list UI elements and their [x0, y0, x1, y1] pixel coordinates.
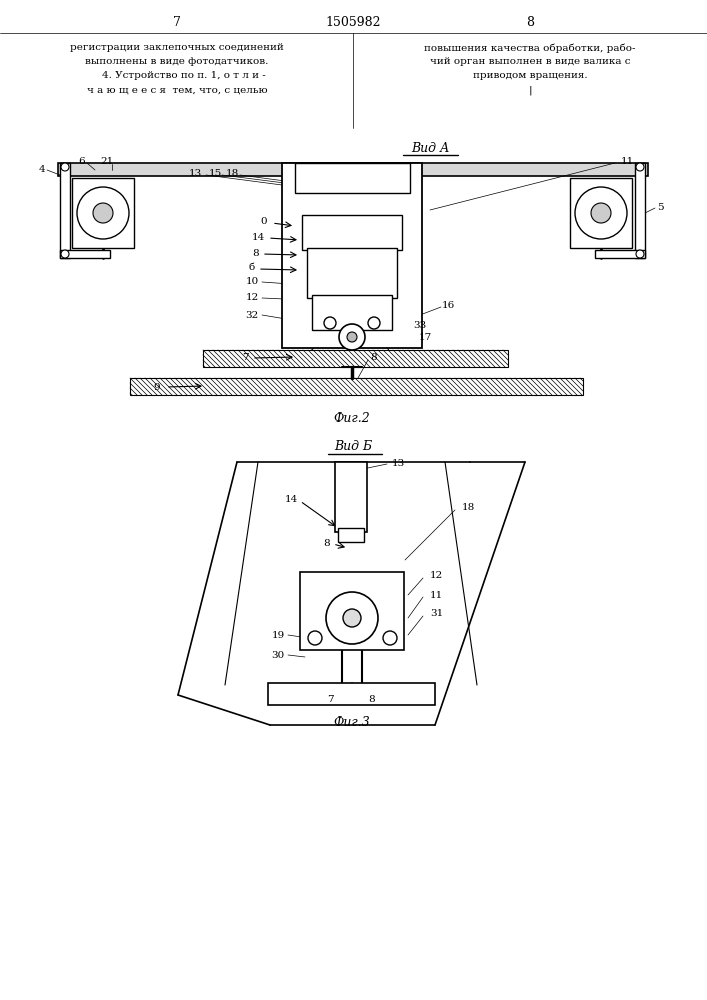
Text: 8: 8 — [252, 248, 259, 257]
Circle shape — [324, 317, 336, 329]
Bar — [570, 178, 632, 248]
Bar — [635, 163, 645, 258]
Circle shape — [636, 250, 644, 258]
Text: 12: 12 — [245, 294, 259, 302]
Text: 4. Устройство по п. 1, о т л и -: 4. Устройство по п. 1, о т л и - — [88, 72, 265, 81]
Circle shape — [368, 317, 380, 329]
Text: 13: 13 — [188, 169, 201, 178]
Text: 19: 19 — [271, 631, 285, 640]
Text: 1505982: 1505982 — [325, 15, 381, 28]
Text: регистрации заклепочных соединений: регистрации заклепочных соединений — [70, 43, 284, 52]
Circle shape — [591, 203, 611, 223]
Text: 17: 17 — [419, 332, 432, 342]
Circle shape — [636, 163, 644, 171]
Bar — [335, 462, 367, 532]
Text: 8: 8 — [323, 538, 330, 548]
Circle shape — [339, 324, 365, 350]
Bar — [58, 163, 648, 176]
Circle shape — [61, 250, 69, 258]
Text: 32: 32 — [245, 310, 259, 320]
Text: 8: 8 — [368, 696, 375, 704]
Text: 0: 0 — [337, 520, 343, 530]
Text: 30: 30 — [271, 650, 285, 660]
Text: 18: 18 — [226, 169, 239, 178]
Text: 11: 11 — [620, 157, 633, 166]
Text: 14: 14 — [252, 232, 264, 241]
Text: 7: 7 — [173, 15, 181, 28]
Bar — [307, 248, 397, 298]
Bar — [282, 163, 422, 348]
Text: выполнены в виде фотодатчиков.: выполнены в виде фотодатчиков. — [86, 57, 269, 66]
Text: повышения качества обработки, рабо-: повышения качества обработки, рабо- — [424, 43, 636, 53]
Circle shape — [61, 163, 69, 171]
Text: 0: 0 — [261, 218, 267, 227]
Text: 7: 7 — [242, 353, 248, 361]
Text: Фиг.3: Фиг.3 — [334, 716, 370, 728]
Text: 16: 16 — [441, 300, 455, 310]
Bar — [130, 378, 583, 395]
Text: 9: 9 — [153, 382, 160, 391]
Text: 5: 5 — [657, 204, 663, 213]
Text: Вид Б: Вид Б — [334, 440, 372, 454]
Circle shape — [383, 631, 397, 645]
Text: 21: 21 — [100, 157, 114, 166]
Bar — [203, 350, 508, 367]
Bar — [60, 250, 110, 258]
Text: 18: 18 — [462, 504, 475, 512]
Text: 6: 6 — [78, 157, 86, 166]
Bar — [300, 572, 404, 650]
Text: ч а ю щ е е с я  тем, что, с целью: ч а ю щ е е с я тем, что, с целью — [87, 86, 267, 95]
Text: 4: 4 — [39, 165, 45, 174]
Text: Фиг.2: Фиг.2 — [334, 412, 370, 424]
Circle shape — [575, 187, 627, 239]
Text: Вид А: Вид А — [411, 141, 449, 154]
Bar — [268, 683, 435, 705]
Bar — [312, 295, 392, 330]
Text: 11: 11 — [430, 590, 443, 599]
Text: б: б — [249, 263, 255, 272]
Text: 8: 8 — [370, 354, 377, 362]
Text: 31: 31 — [430, 609, 443, 618]
Text: 15: 15 — [209, 169, 221, 178]
Bar — [72, 178, 134, 248]
Circle shape — [343, 609, 361, 627]
Bar — [60, 163, 70, 258]
Text: |: | — [528, 85, 532, 95]
Text: 14: 14 — [285, 495, 298, 504]
Bar — [595, 250, 645, 258]
Bar — [338, 528, 364, 542]
Circle shape — [308, 631, 322, 645]
Text: 33: 33 — [414, 320, 426, 330]
Text: 7: 7 — [327, 696, 333, 704]
Circle shape — [93, 203, 113, 223]
Bar — [295, 163, 410, 193]
Text: 8: 8 — [526, 15, 534, 28]
Circle shape — [326, 592, 378, 644]
Text: 13: 13 — [392, 458, 405, 468]
Bar — [302, 215, 402, 250]
Text: приводом вращения.: приводом вращения. — [473, 72, 588, 81]
Text: 10: 10 — [245, 277, 259, 286]
Circle shape — [77, 187, 129, 239]
Text: 12: 12 — [430, 572, 443, 580]
Circle shape — [347, 332, 357, 342]
Text: чий орган выполнен в виде валика с: чий орган выполнен в виде валика с — [430, 57, 630, 66]
